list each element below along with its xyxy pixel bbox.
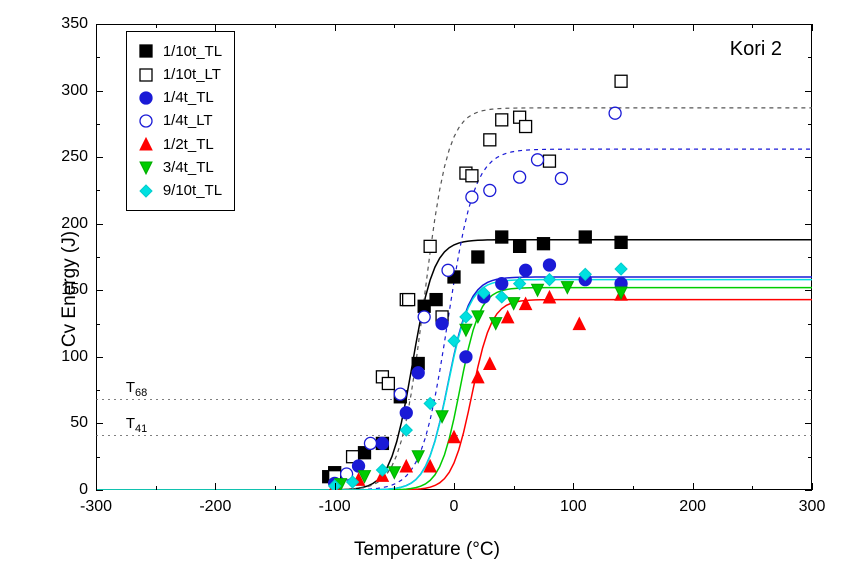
y-tick <box>96 390 100 391</box>
x-tick <box>394 486 395 490</box>
x-tick <box>812 483 813 490</box>
y-tick-label: 150 <box>54 281 88 299</box>
y-tick <box>96 57 100 58</box>
x-tick <box>633 486 634 490</box>
y-tick <box>805 224 812 225</box>
legend-item: 1/4t_TL <box>139 86 222 109</box>
legend-item: 1/10t_LT <box>139 63 222 86</box>
y-tick-label: 0 <box>54 481 88 499</box>
x-tick <box>275 24 276 28</box>
x-tick <box>96 483 97 490</box>
x-tick <box>693 483 694 490</box>
x-tick-label: -300 <box>80 498 112 516</box>
legend-label: 1/4t_LT <box>163 109 213 132</box>
y-tick <box>96 157 103 158</box>
x-tick-label: 300 <box>799 498 826 516</box>
y-tick <box>96 324 100 325</box>
legend-marker-icon <box>139 137 153 151</box>
legend-marker-icon <box>139 91 153 105</box>
x-tick-label: 0 <box>450 498 459 516</box>
x-axis-label: Temperature (°C) <box>354 539 500 561</box>
x-tick <box>275 486 276 490</box>
y-tick <box>96 357 103 358</box>
y-tick-label: 250 <box>54 148 88 166</box>
y-tick-label: 100 <box>54 348 88 366</box>
y-tick <box>96 490 103 491</box>
legend-marker-icon <box>139 68 153 82</box>
y-tick <box>808 124 812 125</box>
plot-title: Kori 2 <box>730 38 782 61</box>
legend-label: 1/10t_LT <box>163 63 221 86</box>
y-tick <box>96 91 103 92</box>
x-tick <box>156 486 157 490</box>
legend-label: 1/10t_TL <box>163 40 222 63</box>
x-tick <box>514 486 515 490</box>
legend-item: 1/2t_TL <box>139 133 222 156</box>
x-tick <box>335 24 336 31</box>
legend-item: 3/4t_TL <box>139 156 222 179</box>
x-tick <box>156 24 157 28</box>
x-tick <box>812 24 813 31</box>
legend-label: 9/10t_TL <box>163 179 222 202</box>
x-tick <box>633 24 634 28</box>
y-tick <box>808 457 812 458</box>
y-tick <box>96 423 103 424</box>
x-tick <box>752 24 753 28</box>
x-tick-label: -200 <box>199 498 231 516</box>
legend: 1/10t_TL1/10t_LT1/4t_TL1/4t_LT1/2t_TL3/4… <box>126 31 235 212</box>
x-tick <box>514 24 515 28</box>
y-tick <box>96 190 100 191</box>
x-tick <box>96 24 97 31</box>
x-tick <box>394 24 395 28</box>
y-tick <box>805 157 812 158</box>
y-tick-label: 350 <box>54 15 88 33</box>
y-tick <box>805 423 812 424</box>
legend-label: 1/4t_TL <box>163 86 214 109</box>
legend-item: 1/4t_LT <box>139 109 222 132</box>
legend-label: 3/4t_TL <box>163 156 214 179</box>
x-tick <box>573 24 574 31</box>
y-tick <box>808 257 812 258</box>
legend-marker-icon <box>139 44 153 58</box>
y-tick <box>808 57 812 58</box>
x-tick <box>215 24 216 31</box>
legend-item: 9/10t_TL <box>139 179 222 202</box>
y-tick-label: 50 <box>54 414 88 432</box>
y-tick <box>805 290 812 291</box>
x-tick <box>335 483 336 490</box>
y-tick <box>96 24 103 25</box>
y-tick <box>805 24 812 25</box>
y-tick <box>96 124 100 125</box>
x-tick <box>752 486 753 490</box>
y-tick <box>96 257 100 258</box>
y-tick <box>96 290 103 291</box>
x-tick <box>573 483 574 490</box>
y-tick-label: 200 <box>54 215 88 233</box>
legend-marker-icon <box>139 184 153 198</box>
y-tick <box>808 190 812 191</box>
y-tick <box>805 91 812 92</box>
x-tick-label: 100 <box>560 498 587 516</box>
legend-marker-icon <box>139 114 153 128</box>
x-tick <box>215 483 216 490</box>
y-tick <box>805 357 812 358</box>
x-tick-label: 200 <box>679 498 706 516</box>
y-tick <box>96 224 103 225</box>
legend-marker-icon <box>139 161 153 175</box>
chart-container: Temperature (°C) Cv Energy (J) Kori 2 1/… <box>0 0 854 577</box>
legend-item: 1/10t_TL <box>139 40 222 63</box>
y-tick <box>808 324 812 325</box>
legend-label: 1/2t_TL <box>163 133 214 156</box>
y-tick <box>96 457 100 458</box>
x-tick <box>454 483 455 490</box>
y-tick <box>808 390 812 391</box>
y-tick <box>805 490 812 491</box>
x-tick-label: -100 <box>319 498 351 516</box>
y-tick-label: 300 <box>54 82 88 100</box>
threshold-label: T68 <box>126 379 147 399</box>
x-tick <box>693 24 694 31</box>
x-tick <box>454 24 455 31</box>
threshold-label: T41 <box>126 415 147 435</box>
